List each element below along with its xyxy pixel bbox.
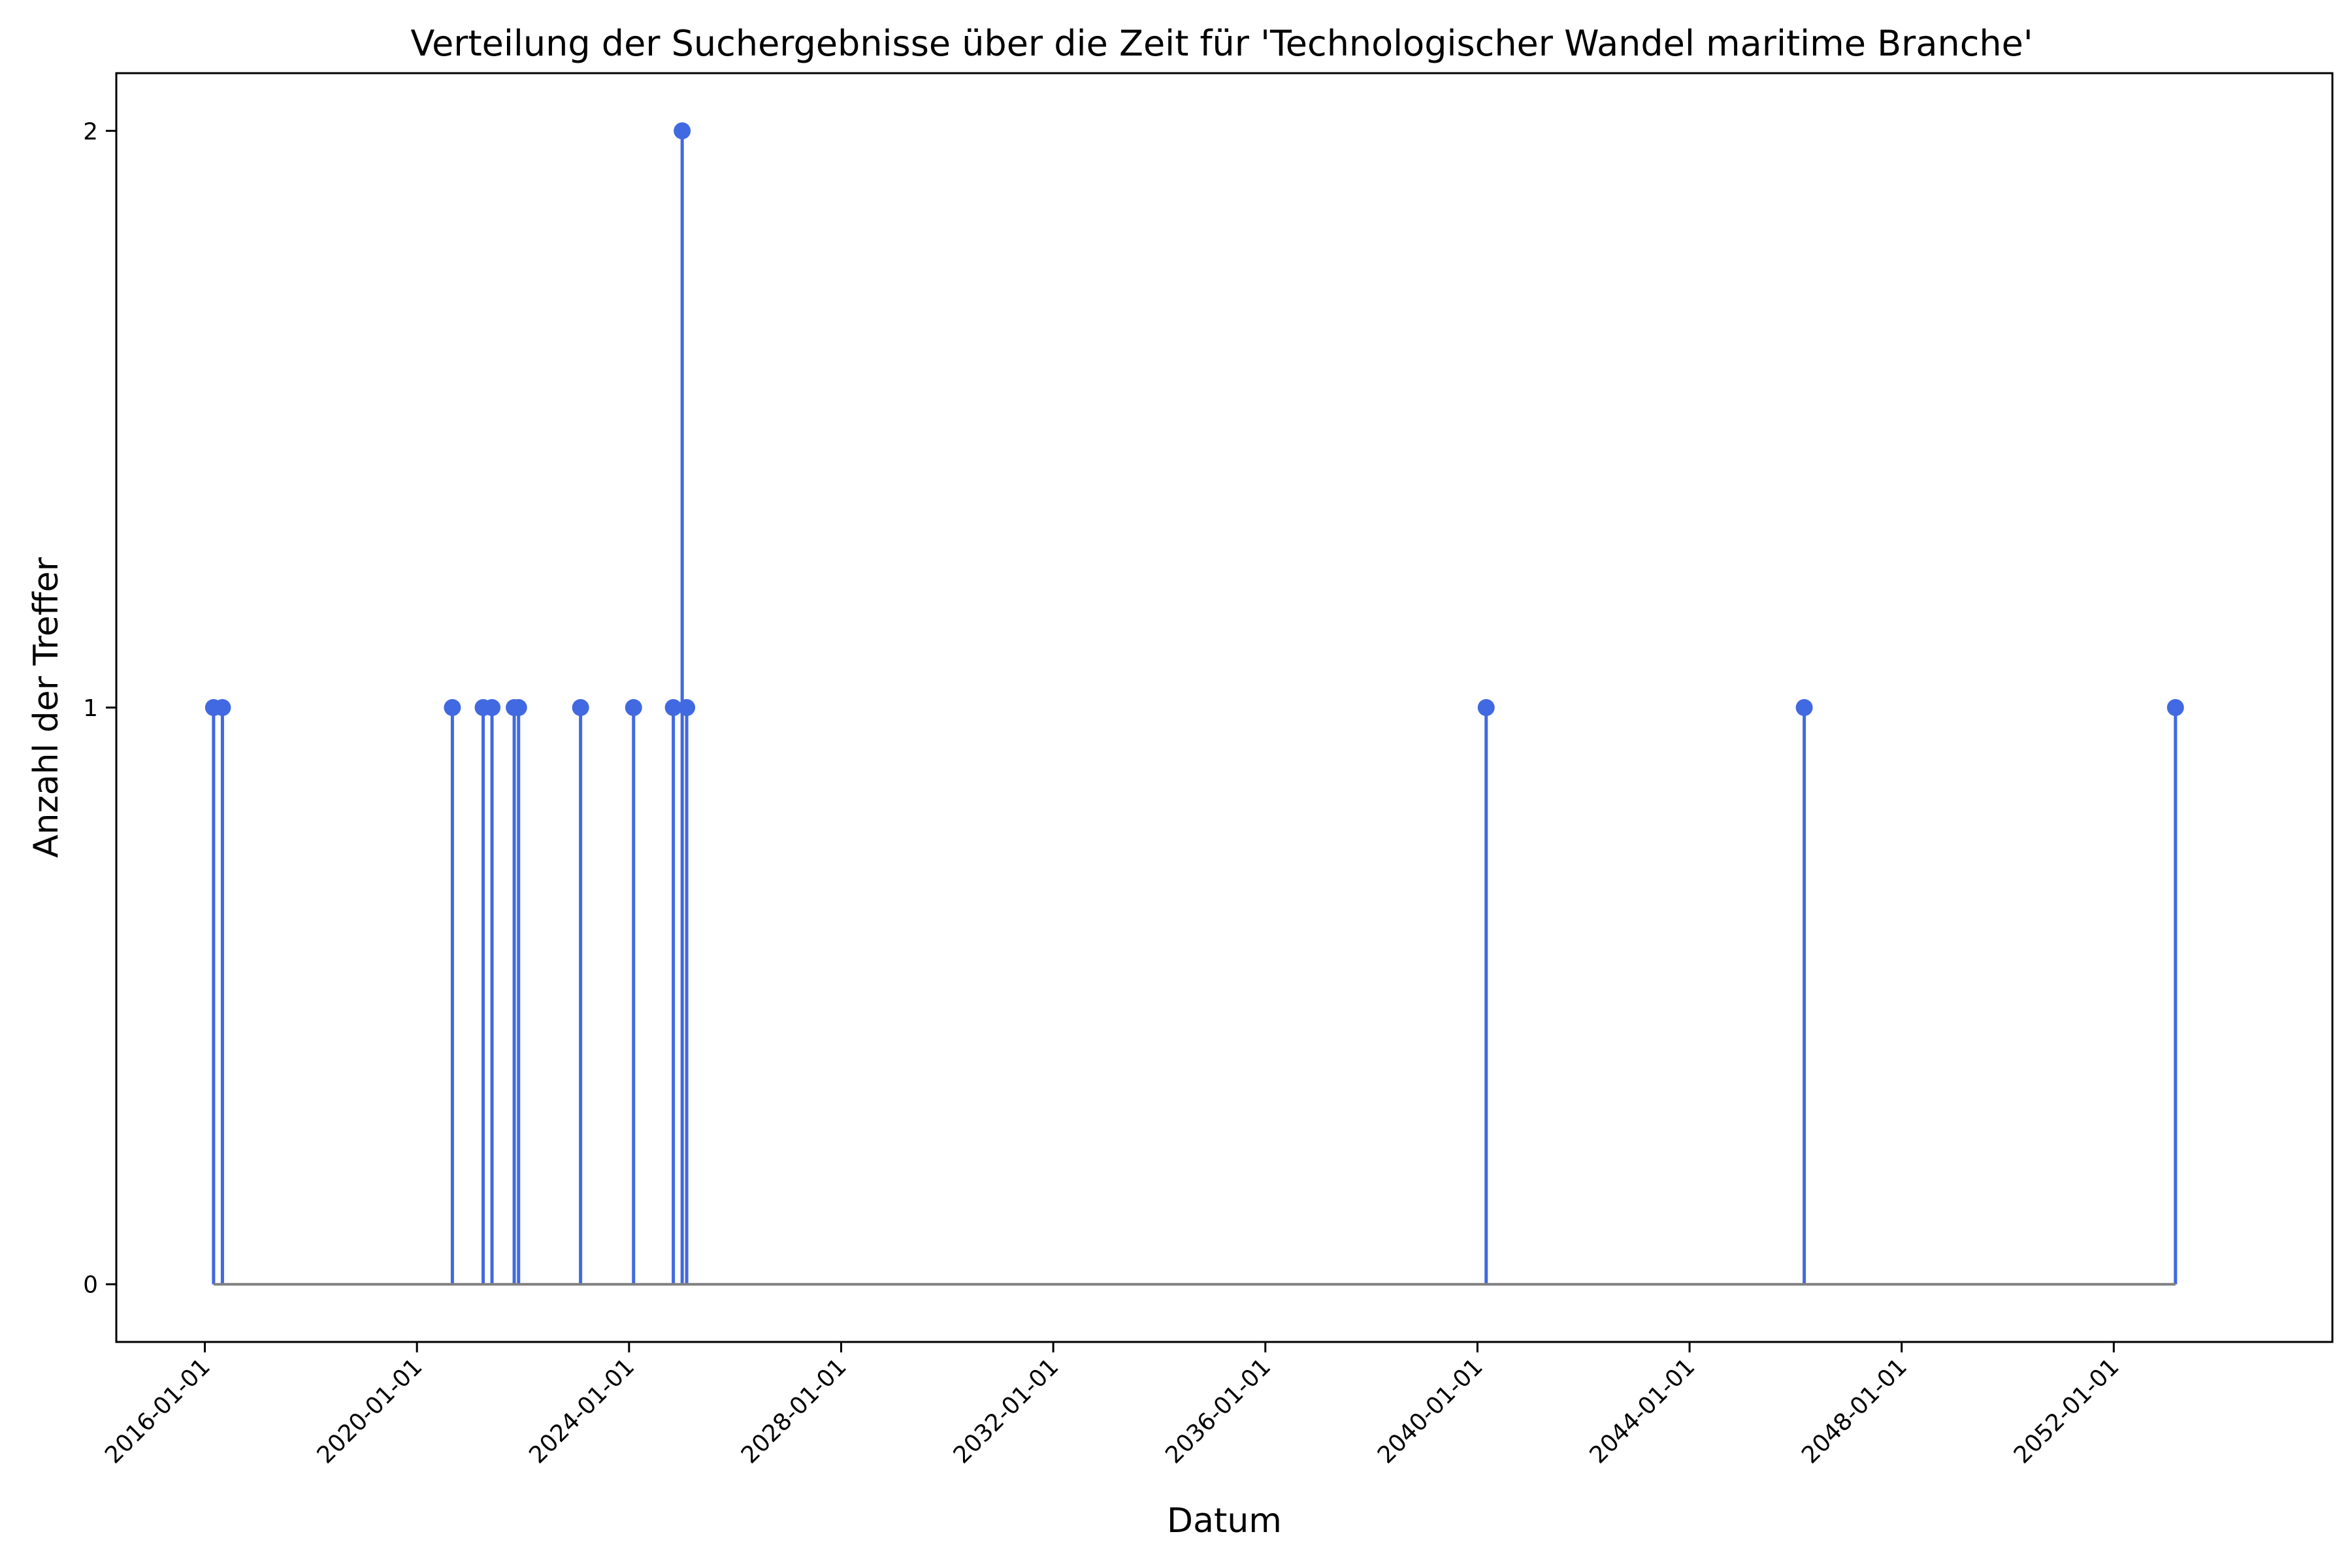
y-tick-label: 2: [83, 118, 98, 145]
markers-group: [204, 122, 2184, 716]
data-point: [625, 699, 642, 716]
data-point: [1477, 699, 1495, 716]
y-axis-ticks: 0 1 2: [83, 118, 116, 1299]
x-axis-label: Datum: [1167, 1501, 1282, 1541]
data-point: [214, 699, 231, 716]
y-axis-label: Anzahl der Treffer: [27, 557, 66, 858]
chart-title: Verteilung der Suchergebnisse über die Z…: [410, 23, 2033, 64]
data-point: [483, 699, 501, 716]
data-point: [664, 699, 682, 716]
y-tick-label: 0: [83, 1272, 98, 1299]
data-point: [510, 699, 527, 716]
data-point: [572, 699, 589, 716]
data-point: [678, 699, 696, 716]
plot-frame: [115, 72, 2334, 1343]
y-tick-label: 1: [83, 695, 98, 722]
data-point: [2166, 699, 2184, 716]
data-point: [444, 699, 461, 716]
data-point: [674, 122, 691, 140]
data-point: [1795, 699, 1813, 716]
